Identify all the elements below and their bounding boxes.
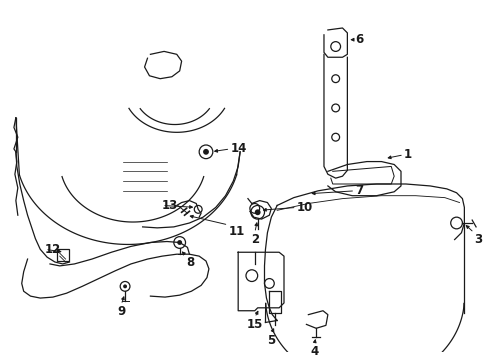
Circle shape <box>123 284 127 288</box>
Text: 12: 12 <box>45 243 61 256</box>
Bar <box>57 249 69 261</box>
Text: 15: 15 <box>246 318 263 330</box>
Text: 14: 14 <box>230 143 247 156</box>
Text: 7: 7 <box>355 184 363 197</box>
Text: 3: 3 <box>474 233 482 246</box>
Text: 2: 2 <box>251 233 259 246</box>
Text: 4: 4 <box>310 345 318 358</box>
Text: 6: 6 <box>355 33 364 46</box>
Text: 9: 9 <box>117 305 125 318</box>
Circle shape <box>203 149 209 155</box>
Text: 11: 11 <box>228 225 245 238</box>
Text: 1: 1 <box>404 148 412 161</box>
Text: 13: 13 <box>162 199 178 212</box>
Text: 10: 10 <box>296 201 313 214</box>
Circle shape <box>177 240 182 245</box>
Text: 5: 5 <box>267 334 275 347</box>
Text: 8: 8 <box>187 256 195 269</box>
Circle shape <box>255 210 261 215</box>
